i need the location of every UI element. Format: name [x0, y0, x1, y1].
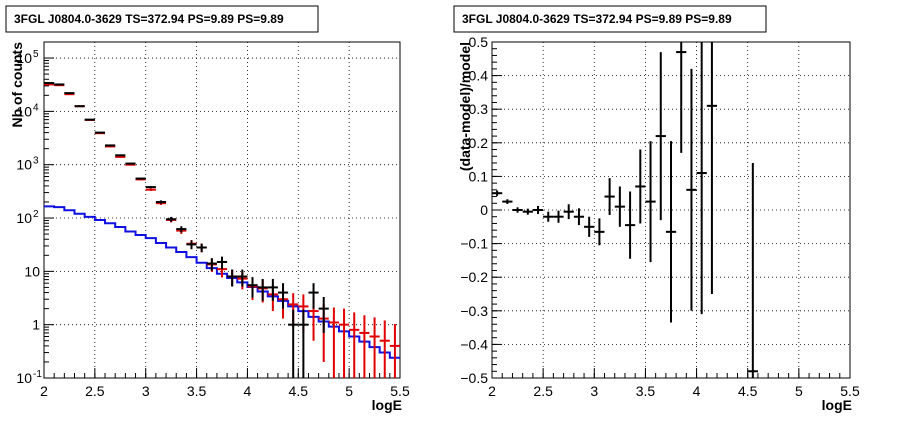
residual-point — [564, 204, 574, 219]
data-point — [146, 186, 156, 188]
y-tick-exponent: 4 — [33, 102, 39, 113]
chart-title: 3FGL J0804.0-3629 TS=372.94 PS=9.89 PS=9… — [462, 12, 732, 26]
y-tick-label: 1 — [32, 317, 40, 333]
model-series — [44, 84, 400, 378]
model-point — [115, 156, 125, 157]
residual-point — [594, 218, 604, 245]
y-tick-label: −0.5 — [460, 370, 488, 386]
residual-point — [656, 52, 666, 220]
residual-point — [697, 42, 707, 314]
residual-point — [615, 186, 625, 226]
data-point — [217, 257, 227, 269]
data-point — [197, 244, 207, 252]
data-point — [136, 178, 146, 180]
model-point — [380, 320, 390, 378]
y-tick-label: −0.2 — [460, 269, 488, 285]
residual-point — [492, 191, 502, 196]
residual-point — [512, 207, 522, 212]
x-tick-label: 3 — [590, 383, 598, 399]
y-tick-label: −0.1 — [460, 236, 488, 252]
residual-point — [605, 178, 615, 215]
y-axis-label: Nb of counts — [9, 42, 25, 128]
residual-point — [707, 42, 717, 294]
model-point — [390, 324, 400, 378]
x-tick-label: 4 — [693, 383, 701, 399]
data-point — [278, 283, 288, 308]
plot-frame — [44, 42, 400, 378]
y-tick-label: −0.3 — [460, 303, 488, 319]
x-tick-label: 4.5 — [738, 383, 758, 399]
data-point — [308, 283, 318, 308]
y-tick-exponent: -1 — [33, 369, 42, 380]
data-point — [105, 145, 115, 146]
residual-point — [635, 150, 645, 224]
x-tick-label: 3 — [142, 383, 150, 399]
y-tick-label: −0.4 — [460, 336, 488, 352]
residual-point — [553, 211, 563, 223]
residual-point — [676, 42, 686, 153]
y-tick-label: 10 — [16, 157, 32, 173]
model-point — [146, 188, 156, 190]
x-tick-label: 3.5 — [636, 383, 656, 399]
residual-point — [574, 208, 584, 225]
background-series — [44, 206, 400, 357]
data-point — [258, 279, 268, 301]
grid — [44, 42, 400, 378]
model-point — [329, 307, 339, 378]
residual-point — [502, 199, 512, 204]
x-tick-label: 2.5 — [533, 383, 553, 399]
model-point — [349, 312, 359, 378]
x-tick-label: 4 — [244, 383, 252, 399]
residual-panel: 3FGL J0804.0-3629 TS=372.94 PS=9.89 PS=9… — [454, 6, 860, 413]
residual-point — [645, 141, 655, 262]
y-tick-label: 0 — [480, 202, 488, 218]
residual-point — [543, 212, 553, 222]
y-tick-label: 10 — [16, 210, 32, 226]
residual-point — [625, 192, 635, 259]
x-tick-label: 5 — [795, 383, 803, 399]
y-tick-label: 10 — [24, 263, 40, 279]
data-point — [125, 163, 135, 164]
data-point — [319, 297, 329, 333]
x-tick-label: 2 — [488, 383, 496, 399]
data-point — [115, 155, 125, 156]
data-point — [186, 240, 196, 249]
counts-panel: 3FGL J0804.0-3629 TS=372.94 PS=9.89 PS=9… — [6, 6, 410, 413]
data-point — [166, 217, 176, 222]
y-tick-label: 10 — [16, 370, 32, 386]
data-point — [298, 310, 308, 378]
data-point — [268, 279, 278, 301]
y-axis-label: (data-model)/model — [457, 42, 473, 171]
x-tick-label: 4.5 — [289, 383, 309, 399]
data-point — [85, 119, 95, 120]
x-tick-label: 3.5 — [187, 383, 207, 399]
y-tick-exponent: 3 — [33, 156, 39, 167]
data-point — [288, 310, 298, 378]
residual-point — [748, 163, 758, 378]
x-axis-label: logE — [822, 397, 852, 413]
data-point — [95, 132, 105, 133]
y-tick-exponent: 5 — [33, 49, 39, 60]
chart-title: 3FGL J0804.0-3629 TS=372.94 PS=9.89 PS=9… — [14, 12, 284, 26]
x-tick-label: 5 — [345, 383, 353, 399]
x-tick-label: 2 — [40, 383, 48, 399]
y-tick-exponent: 2 — [33, 209, 39, 220]
residual-point — [533, 206, 543, 214]
background-histogram — [44, 206, 400, 357]
model-point — [339, 309, 349, 378]
residual-point — [666, 141, 676, 322]
residual-point — [584, 217, 594, 237]
residual-point — [523, 209, 533, 215]
x-tick-label: 2.5 — [85, 383, 105, 399]
residual-point — [686, 69, 696, 311]
x-axis-label: logE — [372, 397, 402, 413]
